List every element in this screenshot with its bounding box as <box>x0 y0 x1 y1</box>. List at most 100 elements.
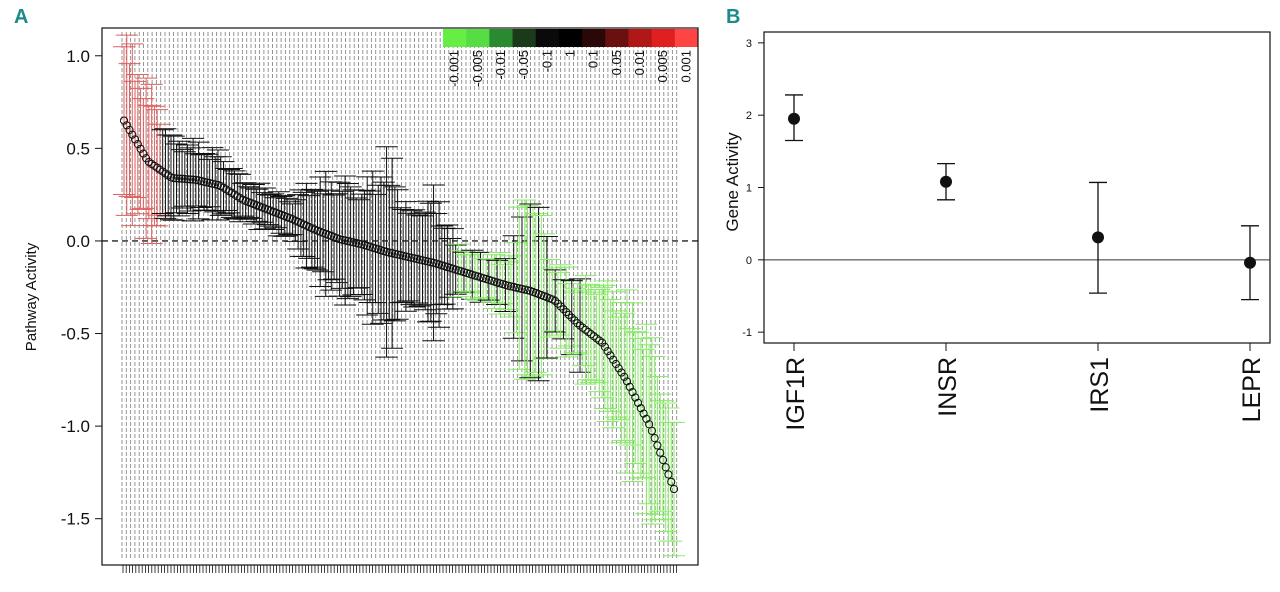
data-point <box>559 305 568 314</box>
data-point <box>153 163 162 172</box>
legend-swatch <box>651 29 676 47</box>
data-point-insr <box>940 175 952 188</box>
data-point <box>144 157 153 167</box>
panel-a-points <box>119 116 679 494</box>
x-tick-label-igf1r: IGF1R <box>782 357 810 431</box>
y-axis-title: Pathway Activity <box>23 242 40 351</box>
data-point <box>551 296 560 306</box>
data-point <box>647 426 656 435</box>
data-point <box>128 130 137 139</box>
legend-swatch <box>628 29 653 47</box>
legend-swatch <box>582 29 606 47</box>
data-point <box>656 448 665 457</box>
data-point <box>133 140 142 149</box>
data-point <box>183 175 192 184</box>
y-tick-label: -1.0 <box>61 417 90 436</box>
data-point <box>169 174 178 183</box>
data-point <box>130 135 140 144</box>
data-point <box>606 351 615 360</box>
data-point <box>650 434 659 443</box>
data-point-lepr <box>1244 256 1256 269</box>
y-tick-label: 1 <box>746 183 752 195</box>
y-tick-label: -1 <box>742 327 752 339</box>
data-point <box>175 174 184 183</box>
data-point <box>564 310 574 319</box>
data-point <box>664 470 673 479</box>
panel-b-plot: 3 2 1 0 -1 Gene Activity IGF1R INSR IRS1 LEPR <box>723 31 1271 431</box>
data-point <box>125 125 134 135</box>
data-point <box>136 144 145 153</box>
y-tick-label: -1.5 <box>61 510 90 529</box>
data-point <box>592 334 601 343</box>
panel-label-a: A <box>14 6 29 28</box>
legend-label: 0.001 <box>678 50 693 83</box>
data-point <box>158 167 167 176</box>
y-tick-label: 3 <box>746 38 752 50</box>
data-point <box>139 149 148 158</box>
data-point <box>150 161 159 170</box>
data-point <box>661 463 670 472</box>
data-point <box>589 332 598 341</box>
legend-label: -0.05 <box>516 50 531 80</box>
data-point <box>180 174 189 184</box>
data-point <box>578 323 587 332</box>
legend-label: -0.01 <box>493 50 508 80</box>
data-point <box>611 359 621 369</box>
data-point-igf1r <box>788 112 800 125</box>
legend-swatch <box>489 29 514 47</box>
legend-label: 1 <box>563 50 578 57</box>
data-point <box>584 327 593 337</box>
legend-swatch <box>443 29 467 47</box>
legend-label: -0.005 <box>470 50 485 87</box>
data-point <box>556 302 565 311</box>
legend-label: 0.05 <box>609 50 624 75</box>
data-point <box>603 347 612 356</box>
panel-a-plot: -0.001 -0.005 -0.01 -0.05 -0.1 1 0.1 0.05 0.01 0.… <box>23 27 699 573</box>
data-point <box>667 477 676 486</box>
data-point <box>575 321 585 330</box>
data-point <box>155 165 165 174</box>
panel-a-error-bars <box>113 34 685 557</box>
data-point <box>119 116 129 125</box>
data-point <box>658 455 668 465</box>
y-tick-label: 0 <box>746 255 752 267</box>
y-tick-label: 1.0 <box>66 47 90 66</box>
x-tick-label-irs1: IRS1 <box>1086 357 1114 413</box>
data-point <box>609 355 618 364</box>
panel-label-b: B <box>726 6 741 28</box>
y-tick-label: 0.0 <box>66 232 90 251</box>
data-point <box>653 441 662 450</box>
data-point <box>617 368 626 377</box>
data-point <box>122 121 131 130</box>
x-tick-label-lepr: LEPR <box>1238 357 1266 422</box>
data-point <box>586 330 596 339</box>
legend-swatch <box>512 29 537 47</box>
panel-a-frame <box>101 27 699 566</box>
legend-swatch <box>535 29 560 47</box>
legend-label: -0.1 <box>539 50 554 72</box>
data-point <box>669 484 679 494</box>
data-point <box>553 299 563 308</box>
x-tick-label-insr: INSR <box>934 357 962 417</box>
data-point <box>581 325 590 334</box>
legend-label: 0.01 <box>632 50 647 75</box>
data-point <box>573 319 582 328</box>
legend-swatch <box>558 29 583 47</box>
y-tick-label: -0.5 <box>61 325 90 344</box>
data-point <box>614 364 623 373</box>
data-point <box>161 169 170 178</box>
legend-swatch <box>605 29 629 47</box>
data-point <box>600 342 610 351</box>
legend-label: -0.001 <box>447 50 462 87</box>
data-point <box>567 313 576 322</box>
y-tick-label: 0.5 <box>66 139 90 158</box>
panel-b-frame <box>763 31 1271 344</box>
data-point <box>598 338 607 347</box>
data-point <box>172 174 181 183</box>
legend-label: 0.005 <box>655 50 670 83</box>
data-point <box>177 174 187 183</box>
data-point <box>188 175 198 184</box>
data-point <box>186 175 195 184</box>
panel-a-x-ticks <box>122 565 677 573</box>
